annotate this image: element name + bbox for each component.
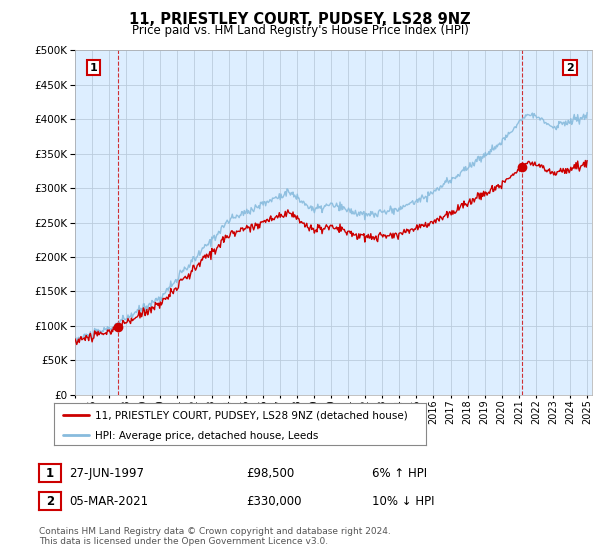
- Text: 2: 2: [46, 494, 54, 508]
- Text: 10% ↓ HPI: 10% ↓ HPI: [372, 494, 434, 508]
- Text: Price paid vs. HM Land Registry's House Price Index (HPI): Price paid vs. HM Land Registry's House …: [131, 24, 469, 36]
- Text: 11, PRIESTLEY COURT, PUDSEY, LS28 9NZ (detached house): 11, PRIESTLEY COURT, PUDSEY, LS28 9NZ (d…: [95, 411, 407, 421]
- Text: HPI: Average price, detached house, Leeds: HPI: Average price, detached house, Leed…: [95, 431, 318, 441]
- Text: 1: 1: [46, 466, 54, 480]
- Text: £98,500: £98,500: [246, 466, 294, 480]
- Text: 2: 2: [566, 63, 574, 73]
- Text: £330,000: £330,000: [246, 494, 302, 508]
- Text: 05-MAR-2021: 05-MAR-2021: [70, 494, 149, 508]
- Text: 6% ↑ HPI: 6% ↑ HPI: [372, 466, 427, 480]
- Text: 1: 1: [90, 63, 98, 73]
- Text: Contains HM Land Registry data © Crown copyright and database right 2024.
This d: Contains HM Land Registry data © Crown c…: [39, 526, 391, 546]
- Text: 11, PRIESTLEY COURT, PUDSEY, LS28 9NZ: 11, PRIESTLEY COURT, PUDSEY, LS28 9NZ: [129, 12, 471, 27]
- Text: 27-JUN-1997: 27-JUN-1997: [70, 466, 145, 480]
